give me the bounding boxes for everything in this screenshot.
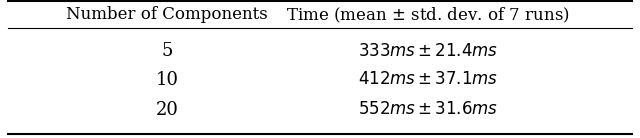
Text: 20: 20 [156, 101, 179, 119]
Text: $552ms \pm 31.6ms$: $552ms \pm 31.6ms$ [358, 101, 499, 118]
Text: 10: 10 [156, 71, 179, 89]
Text: Number of Components: Number of Components [66, 6, 268, 23]
Text: 5: 5 [161, 42, 173, 60]
Text: $412ms \pm 37.1ms$: $412ms \pm 37.1ms$ [358, 71, 499, 88]
Text: $333ms \pm 21.4ms$: $333ms \pm 21.4ms$ [358, 43, 499, 60]
Text: Time (mean $\pm$ std. dev. of 7 runs): Time (mean $\pm$ std. dev. of 7 runs) [287, 5, 570, 25]
